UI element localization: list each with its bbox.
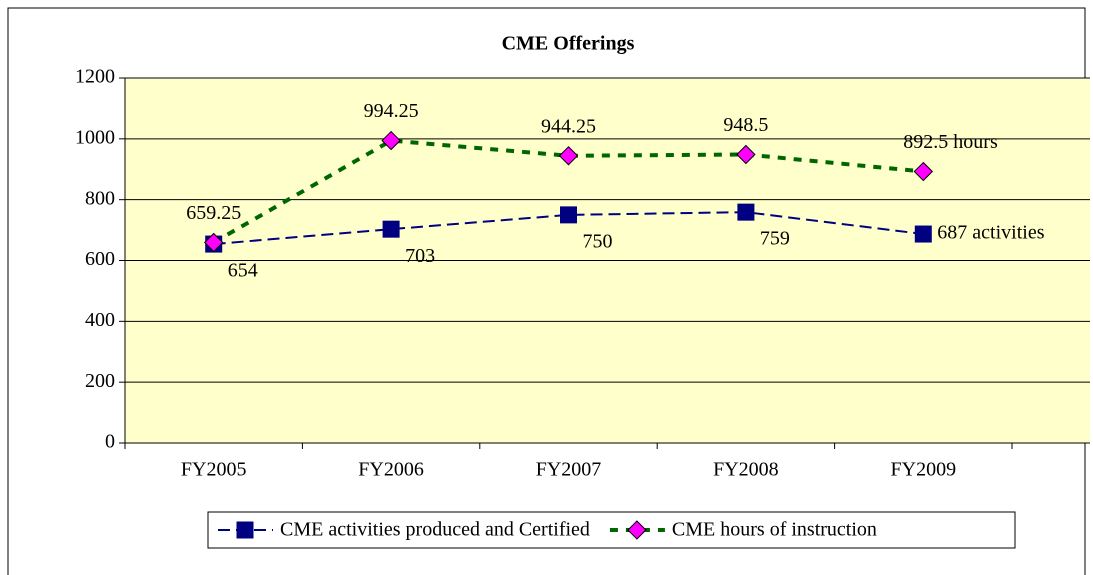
- data-label: 750: [583, 230, 613, 252]
- data-label: 654: [228, 260, 258, 282]
- data-point: [560, 206, 577, 224]
- data-point: [737, 203, 755, 221]
- x-tick-label: FY2005: [181, 459, 247, 481]
- data-label: 994.25: [364, 100, 419, 122]
- data-label: 703: [405, 245, 435, 267]
- y-tick-label: 800: [85, 187, 115, 209]
- data-point: [203, 232, 224, 253]
- y-tick-label: 1200: [75, 66, 115, 88]
- data-label: 659.25: [186, 202, 241, 224]
- legend-marker: [627, 520, 647, 540]
- data-point: [736, 144, 756, 165]
- data-label: 759: [760, 228, 790, 250]
- x-tick-label: FY2009: [891, 459, 957, 481]
- data-label: 687 activities: [937, 222, 1044, 244]
- chart-title: CME Offerings: [502, 33, 635, 55]
- x-tick-label: FY2006: [358, 459, 424, 481]
- data-point: [381, 130, 401, 151]
- data-label: 892.5 hours: [903, 131, 998, 153]
- legend-label: CME activities produced and Certified: [280, 519, 590, 541]
- data-point: [558, 146, 579, 166]
- data-point: [382, 220, 400, 238]
- y-tick-label: 200: [85, 370, 115, 392]
- legend-marker: [236, 521, 254, 539]
- data-point: [913, 161, 934, 182]
- y-tick-label: 600: [85, 248, 115, 270]
- y-tick-label: 0: [105, 431, 115, 453]
- y-tick-label: 1000: [75, 126, 115, 148]
- y-tick-label: 400: [85, 309, 115, 331]
- data-label: 944.25: [541, 115, 596, 137]
- data-point: [914, 225, 932, 243]
- data-label: 948.5: [723, 114, 768, 136]
- x-tick-label: FY2007: [536, 459, 602, 481]
- x-tick-label: FY2008: [713, 459, 779, 481]
- legend-label: CME hours of instruction: [672, 519, 877, 541]
- series-line: [213, 211, 924, 246]
